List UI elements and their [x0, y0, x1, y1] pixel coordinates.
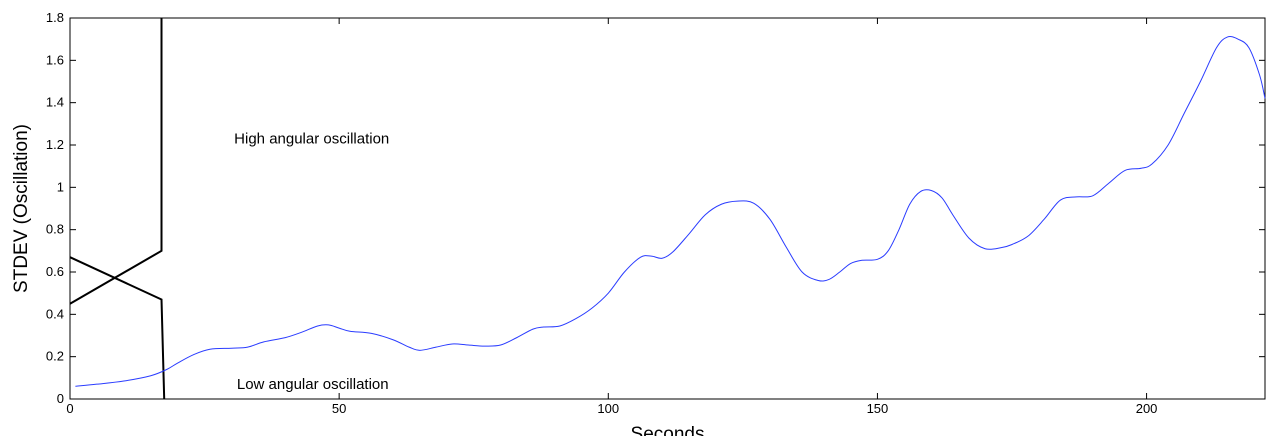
y-tick-label: 0.6 — [46, 264, 64, 279]
x-axis-label: Seconds — [631, 424, 705, 436]
annotation-label: Low angular oscillation — [237, 376, 389, 393]
plot-frame — [69, 17, 1266, 400]
y-tick-label: 1.6 — [46, 52, 64, 67]
tick-labels: 0 50 100 150 200 0 0.2 0.4 0.6 0.8 1 1.2 1.4 1.6 1.8 — [46, 10, 1158, 416]
y-tick-label: 1 — [57, 179, 64, 194]
boundary-line — [69, 18, 163, 305]
axes — [69, 17, 1265, 400]
x-tick-label: 0 — [66, 401, 73, 416]
y-tick-label: 0.2 — [46, 349, 64, 364]
boundary-lines — [69, 18, 166, 400]
y-tick-label: 1.4 — [46, 95, 64, 110]
annotation-label: High angular oscillation — [234, 131, 389, 148]
y-tick-label: 1.2 — [46, 137, 64, 152]
data-series — [75, 36, 1266, 387]
y-tick-label: 0 — [57, 391, 64, 406]
plot-area — [69, 17, 1266, 400]
y-axis-label: STDEV (Oscillation) — [11, 124, 32, 293]
x-tick-label: 150 — [867, 401, 889, 416]
y-tick-label: 1.8 — [46, 10, 64, 25]
y-tick-label: 0.8 — [46, 222, 64, 237]
x-tick-label: 200 — [1136, 401, 1158, 416]
series-line — [75, 36, 1266, 387]
annotations: High angular oscillation Low angular osci… — [234, 131, 389, 394]
x-tick-label: 50 — [332, 401, 346, 416]
y-tick-label: 0.4 — [46, 306, 64, 321]
x-tick-label: 100 — [597, 401, 619, 416]
boundary-line — [69, 256, 166, 400]
